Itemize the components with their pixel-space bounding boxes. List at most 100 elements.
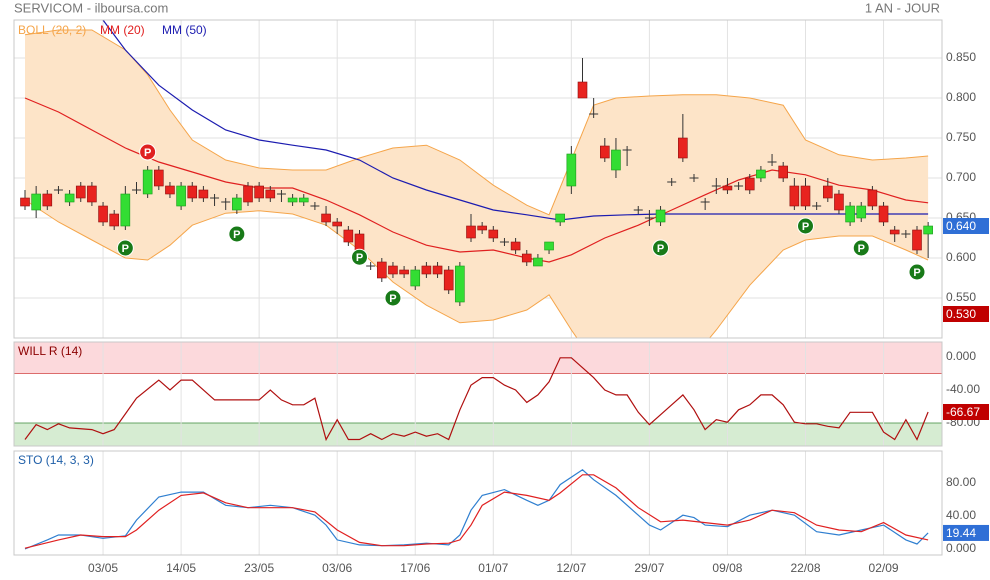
- signal-marker: [797, 217, 814, 235]
- candle-body: [867, 189, 878, 207]
- candle-body: [577, 81, 588, 99]
- y-tick-label: 0.800: [946, 90, 976, 104]
- value-box: [943, 218, 989, 234]
- panel-title: STO (14, 3, 3): [18, 453, 94, 467]
- candle-body: [165, 185, 175, 195]
- candle-body: [142, 169, 153, 195]
- signal-label: P: [389, 293, 396, 305]
- y-tick-label: 0.000: [946, 541, 976, 555]
- y-tick-label: 0.700: [946, 170, 976, 184]
- candle-body: [265, 189, 276, 199]
- y-tick-label: 0.600: [946, 250, 976, 264]
- candle-body: [87, 185, 97, 203]
- candle-body: [198, 189, 209, 199]
- value-box: [943, 306, 989, 322]
- chart-title: SERVICOM - ilboursa.com: [14, 0, 168, 15]
- candle-body: [298, 197, 309, 203]
- candle-body: [477, 225, 487, 231]
- candle-body: [432, 265, 443, 275]
- candle-body: [555, 213, 566, 223]
- candle-body: [254, 185, 264, 199]
- signal-label: P: [122, 243, 129, 255]
- candle-body: [544, 241, 554, 251]
- x-tick-label: 12/07: [556, 561, 586, 575]
- value-box-label: 0.640: [946, 219, 976, 233]
- panel-frame: [13, 341, 943, 447]
- line-series: [24, 469, 929, 550]
- band-lower: [24, 199, 929, 338]
- panel-frame: [13, 450, 943, 556]
- value-box-label: 19.44: [946, 526, 976, 540]
- candle-body: [800, 185, 811, 207]
- candle-body: [878, 205, 889, 223]
- candle-body: [722, 185, 733, 191]
- y-tick-label: 0.550: [946, 290, 976, 304]
- signal-label: P: [802, 221, 809, 233]
- y-tick-label: 0.850: [946, 50, 976, 64]
- candle-body: [655, 209, 666, 223]
- candle-body: [845, 205, 855, 223]
- candle-body: [410, 269, 421, 287]
- signal-marker: [652, 239, 670, 257]
- candle-body: [243, 185, 253, 203]
- candle-body: [912, 229, 922, 251]
- candle-body: [443, 269, 454, 291]
- legend-entry: MM (20): [100, 23, 145, 37]
- candle-body: [455, 265, 465, 303]
- candle-body: [75, 185, 86, 199]
- candle-body: [321, 213, 331, 223]
- line-series: [24, 357, 929, 442]
- value-box-label: 0.530: [946, 307, 976, 321]
- candle-body: [778, 165, 789, 179]
- x-tick-label: 03/06: [322, 561, 352, 575]
- candle-body: [421, 265, 432, 275]
- x-tick-label: 09/08: [712, 561, 742, 575]
- candle-body: [42, 193, 53, 207]
- candle-body: [789, 185, 800, 207]
- candle-body: [611, 149, 621, 171]
- signal-marker: [908, 263, 926, 281]
- candle-body: [756, 169, 766, 179]
- candle-body: [744, 177, 755, 191]
- candle-body: [889, 229, 900, 235]
- signal-marker: [852, 239, 870, 257]
- y-tick-label: 0.750: [946, 130, 976, 144]
- signal-marker: [228, 225, 246, 243]
- y-tick-label: 0.000: [946, 349, 976, 363]
- signal-label: P: [913, 267, 920, 279]
- plot-area: P P P P P P P P P: [20, 20, 933, 338]
- y-tick-label: -40.00: [946, 382, 980, 396]
- x-tick-label: 22/08: [790, 561, 820, 575]
- x-tick-label: 03/05: [88, 561, 118, 575]
- candle-body: [822, 185, 833, 199]
- line-series: [102, 20, 929, 221]
- candle-body: [678, 137, 688, 159]
- candle-body: [20, 197, 30, 207]
- value-box: [943, 524, 989, 541]
- candle-body: [109, 213, 119, 227]
- x-tick-label: 01/07: [478, 561, 508, 575]
- x-tick-label: 02/09: [869, 561, 899, 575]
- candle-body: [64, 193, 75, 203]
- legend-entry: MM (50): [162, 23, 207, 37]
- candle-body: [120, 193, 131, 227]
- candle-body: [510, 241, 521, 251]
- candle-body: [923, 225, 933, 235]
- line-series: [24, 474, 929, 549]
- candle-body: [343, 229, 354, 243]
- candle-body: [287, 197, 298, 203]
- signal-label: P: [858, 243, 865, 255]
- candle-body: [599, 145, 610, 159]
- candle-body: [466, 225, 476, 239]
- candle-body: [31, 193, 41, 211]
- signal-marker: [384, 289, 402, 307]
- candle-body: [98, 205, 108, 223]
- value-box-label: -66.67: [946, 405, 980, 419]
- signal-marker: [139, 143, 157, 161]
- candle-body: [376, 261, 387, 279]
- band-upper: [24, 29, 929, 216]
- x-tick-label: 17/06: [400, 561, 430, 575]
- candle-body: [187, 185, 198, 199]
- candle-body: [521, 253, 532, 263]
- candle-body: [533, 257, 543, 267]
